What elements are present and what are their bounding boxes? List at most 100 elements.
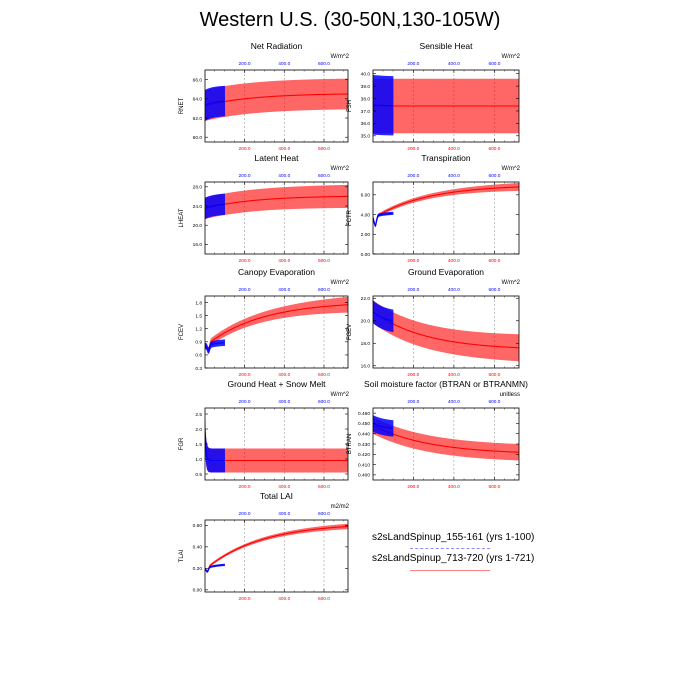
series-run1 <box>205 419 226 473</box>
x-tick-label-bottom: 600.0 <box>318 258 330 264</box>
series-group <box>205 78 348 121</box>
x-tick-label-bottom: 600.0 <box>488 484 500 490</box>
chart-panel-2: Sensible Heat W/m^2 FSH 35.0 36.0 37.0 38.0 39.… <box>347 41 521 152</box>
x-tick-label-top: 600.0 <box>488 173 500 179</box>
units-label: W/m^2 <box>502 166 521 172</box>
x-tick-label-bottom: 400.0 <box>278 258 290 264</box>
units-label: W/m^2 <box>331 166 350 172</box>
x-tick-label-bottom: 400.0 <box>278 596 290 602</box>
units-label: W/m^2 <box>502 280 521 286</box>
x-tick-label-bottom: 600.0 <box>488 146 500 152</box>
series-mean-run1 <box>205 203 225 209</box>
y-axis-label: LHEAT <box>179 208 185 227</box>
x-tick-label-top: 400.0 <box>448 61 460 67</box>
x-tick-label-top: 600.0 <box>488 287 500 293</box>
x-tick-label-bottom: 200.0 <box>239 484 251 490</box>
chart-panel-4: Transpiration W/m^2 FCTR 0.00 2.00 4.00 6.00 20… <box>347 153 521 264</box>
x-tick-label-bottom: 200.0 <box>407 146 419 152</box>
x-tick-label-top: 400.0 <box>278 173 290 179</box>
x-tick-label-bottom: 400.0 <box>448 484 460 490</box>
y-tick-label: 0.20 <box>193 566 203 572</box>
chart-title: Net Radiation <box>251 41 303 51</box>
legend-line-run2 <box>410 570 490 571</box>
y-tick-label: 0.410 <box>358 462 370 468</box>
chart-title: Ground Evaporation <box>408 267 484 277</box>
chart-panel-7: Ground Heat + Snow Melt W/m^2 FGR 0.5 1.0 1.5… <box>179 379 350 490</box>
series-mean-run1 <box>373 422 393 429</box>
x-tick-label-bottom: 600.0 <box>318 596 330 602</box>
x-tick-label-top: 400.0 <box>278 61 290 67</box>
chart-panel-8: Soil moisture factor (BTRAN or BTRANMN) u… <box>347 379 528 490</box>
x-tick-label-top: 600.0 <box>318 173 330 179</box>
y-tick-label: 0.450 <box>358 421 370 427</box>
series-run2 <box>205 296 348 354</box>
chart-title: Sensible Heat <box>420 41 474 51</box>
series-mean-run2 <box>373 424 519 453</box>
x-tick-label-top: 400.0 <box>278 399 290 405</box>
y-tick-label: 4.00 <box>361 212 371 218</box>
units-label: W/m^2 <box>331 54 350 60</box>
series-group <box>373 74 519 136</box>
x-tick-label-bottom: 200.0 <box>407 258 419 264</box>
series-group <box>205 184 348 219</box>
series-mean-run1 <box>373 104 393 107</box>
y-tick-label: 2.0 <box>195 427 202 433</box>
y-tick-label: 0.430 <box>358 442 370 448</box>
plot-frame <box>204 295 349 369</box>
series-run2 <box>373 417 519 461</box>
x-tick-label-bottom: 600.0 <box>318 484 330 490</box>
series-group <box>205 419 348 473</box>
page-title: Western U.S. (30-50N,130-105W) <box>199 9 501 31</box>
series-group <box>373 182 519 227</box>
series-mean-run1 <box>205 431 225 462</box>
x-tick-label-top: 600.0 <box>488 61 500 67</box>
x-tick-label-top: 200.0 <box>407 61 419 67</box>
series-mean-run2 <box>373 186 519 227</box>
x-tick-label-bottom: 200.0 <box>239 146 251 152</box>
plot-frame <box>372 295 520 369</box>
x-tick-label-bottom: 400.0 <box>448 372 460 378</box>
y-tick-label: 0.460 <box>358 411 370 417</box>
y-tick-label: 0.6 <box>195 353 202 359</box>
legend-entry-run1: s2sLandSpinup_155-161 (yrs 1-100) <box>372 532 535 543</box>
y-tick-label: 22.0 <box>361 296 371 302</box>
x-tick-label-bottom: 400.0 <box>278 146 290 152</box>
y-tick-label: 1.0 <box>195 457 202 463</box>
x-tick-label-top: 400.0 <box>448 173 460 179</box>
y-axis-label: TLAI <box>179 549 185 562</box>
units-label: unitless <box>500 392 520 398</box>
series-run2 <box>205 78 348 121</box>
series-mean-run2 <box>205 525 348 573</box>
x-tick-label-top: 200.0 <box>239 399 251 405</box>
plot-frame <box>204 69 349 143</box>
series-mean-run2 <box>205 431 348 462</box>
x-tick-label-top: 200.0 <box>239 61 251 67</box>
y-tick-label: 6.00 <box>361 193 371 199</box>
y-tick-label: 1.5 <box>195 442 202 448</box>
chart-panel-5: Canopy Evaporation W/m^2 FCEV 0.3 0.6 0.9 1.2 1… <box>179 267 350 378</box>
series-group <box>373 300 519 362</box>
y-tick-label: 0.9 <box>195 340 202 346</box>
series-run1 <box>205 85 226 121</box>
x-tick-label-top: 200.0 <box>239 287 251 293</box>
x-tick-label-top: 200.0 <box>239 511 251 517</box>
y-tick-label: 36.0 <box>361 121 371 127</box>
x-tick-label-bottom: 200.0 <box>239 258 251 264</box>
series-run2 <box>373 182 519 227</box>
y-tick-label: 18.0 <box>361 341 371 347</box>
legend-line-run1 <box>410 548 490 549</box>
y-tick-label: 24.0 <box>193 204 203 210</box>
series-mean-run2 <box>205 93 348 107</box>
chart-title: Transpiration <box>421 153 471 163</box>
x-tick-label-bottom: 400.0 <box>448 258 460 264</box>
y-axis-label: FGEV <box>347 324 353 340</box>
chart-panel-3: Latent Heat W/m^2 LHEAT 16.0 20.0 24.0 28.0 200… <box>179 153 350 264</box>
y-tick-label: 62.0 <box>193 116 203 122</box>
series-group <box>373 415 519 461</box>
x-tick-label-top: 400.0 <box>448 287 460 293</box>
units-label: W/m^2 <box>331 280 350 286</box>
chart-panel-6: Ground Evaporation W/m^2 FGEV 16.0 18.0 20.0 2… <box>347 267 521 378</box>
y-tick-label: 28.0 <box>193 185 203 191</box>
y-tick-label: 0.400 <box>358 473 370 479</box>
plot-frame <box>372 181 520 255</box>
